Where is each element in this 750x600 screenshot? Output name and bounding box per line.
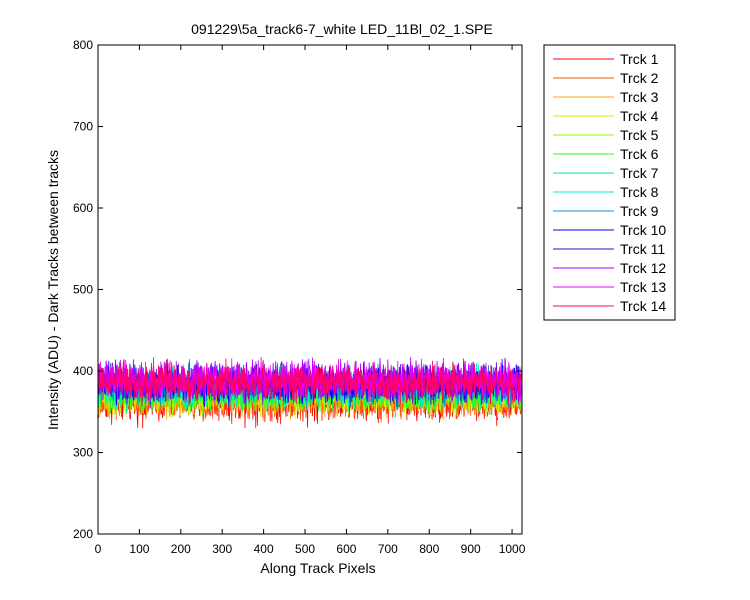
x-axis: 0 100 200 300 400 500 600 700 800 900 1000 [95, 45, 526, 556]
series-line [97, 357, 522, 404]
x-tick-label: 0 [95, 542, 102, 556]
x-tick-label: 400 [254, 542, 274, 556]
x-tick-label: 1000 [499, 542, 526, 556]
legend: Trck 1 Trck 2 Trck 3 Trck 4 Trck 5 Trck 6 Trck… [543, 44, 676, 321]
y-tick-label: 800 [73, 38, 93, 52]
legend-label: Trck 14 [620, 298, 666, 314]
plot-area: 0 100 200 300 400 500 600 700 800 900 1000 200 300 4… [73, 38, 526, 556]
legend-label: Trck 5 [620, 127, 659, 143]
x-tick-label: 600 [336, 542, 356, 556]
legend-label: Trck 8 [620, 184, 659, 200]
y-tick-label: 300 [73, 446, 93, 460]
legend-label: Trck 6 [620, 146, 659, 162]
y-tick-label: 500 [73, 283, 93, 297]
legend-label: Trck 9 [620, 203, 659, 219]
x-tick-label: 500 [295, 542, 315, 556]
x-tick-label: 300 [212, 542, 232, 556]
y-tick-label: 700 [73, 120, 93, 134]
legend-label: Trck 3 [620, 89, 659, 105]
legend-label: Trck 2 [620, 70, 659, 86]
y-tick-label: 600 [73, 201, 93, 215]
legend-label: Trck 13 [620, 279, 666, 295]
x-tick-label: 700 [378, 542, 398, 556]
legend-label: Trck 7 [620, 165, 659, 181]
legend-label: Trck 1 [620, 51, 659, 67]
y-tick-label: 200 [73, 527, 93, 541]
series-line [97, 358, 522, 407]
plot-background [98, 45, 522, 534]
x-tick-label: 200 [171, 542, 191, 556]
x-axis-label: Along Track Pixels [260, 560, 375, 576]
y-tick-label: 400 [73, 364, 93, 378]
legend-box [543, 44, 676, 321]
legend-label: Trck 11 [620, 241, 665, 257]
legend-label: Trck 4 [620, 108, 659, 124]
x-tick-label: 800 [419, 542, 439, 556]
y-axis: 200 300 400 500 600 700 800 [73, 38, 522, 541]
y-axis-label: Intensity (ADU) - Dark Tracks between tr… [45, 150, 61, 430]
chart-title: 091229\5a_track6-7_white LED_11Bl_02_1.S… [191, 21, 493, 37]
x-tick-label: 100 [129, 542, 149, 556]
legend-items: Trck 1 Trck 2 Trck 3 Trck 4 Trck 5 Trck 6 Trck… [553, 51, 666, 314]
x-tick-label: 900 [461, 542, 481, 556]
legend-label: Trck 10 [620, 222, 666, 238]
series-layer [97, 357, 522, 429]
legend-label: Trck 12 [620, 260, 666, 276]
